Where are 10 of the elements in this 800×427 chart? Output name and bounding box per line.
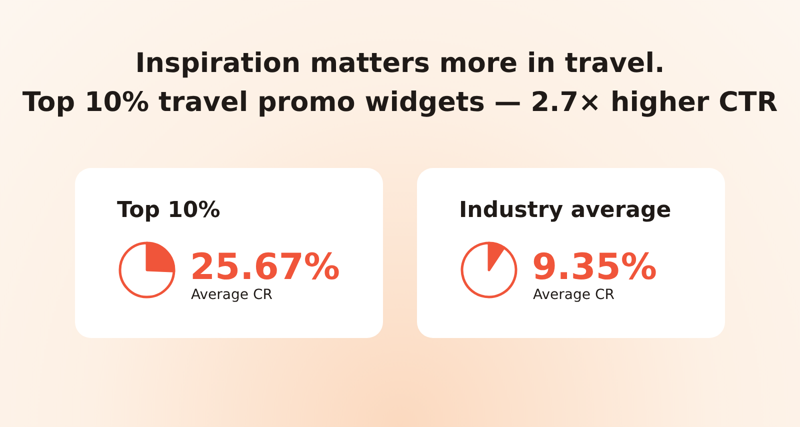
data-label: 25.67% — [190, 247, 340, 288]
text: Average CR — [533, 287, 615, 303]
text: Top 10% travel promo widgets — 2.7× higher CTR — [22, 87, 778, 118]
pie-slice — [118, 242, 176, 298]
text: Inspiration matters more in travel. — [135, 48, 665, 79]
data-label: 9.35% — [532, 247, 657, 288]
chart-title: Top 10% — [117, 198, 220, 223]
chart-title: Industry average — [459, 198, 672, 223]
pie-slice — [460, 242, 518, 298]
text: Average CR — [191, 287, 273, 303]
